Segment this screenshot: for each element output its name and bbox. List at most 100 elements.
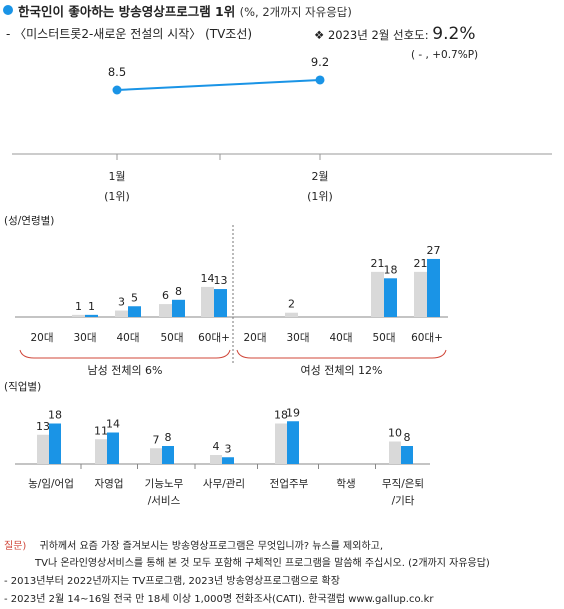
preference-summary: ❖ 2023년 2월 선호도: 9.2% (314, 24, 476, 44)
bar-value-label: 14 (106, 418, 120, 431)
bar-value-label: 21 (371, 257, 385, 270)
bar-blue (287, 421, 299, 464)
age-gender-section-label: (성/연령별) (4, 215, 55, 227)
bar-value-label: 1 (75, 300, 82, 313)
age-tick-label: 20대 (243, 332, 266, 344)
program-subtitle: - 〈미스터트롯2-새로운 전설의 시작〉 (TV조선) (6, 27, 253, 41)
bar-blue (222, 457, 234, 464)
preference-value: 9.2% (432, 24, 476, 44)
bar-gray (389, 441, 401, 464)
bar-blue (162, 446, 174, 464)
bar-value-label: 18 (274, 409, 288, 422)
trend-x-sublabel: (1위) (104, 190, 130, 203)
age-tick-label: 30대 (286, 332, 309, 344)
footnote-1: - 2013년부터 2022년까지는 TV프로그램, 2023년 방송영상프로그… (4, 576, 340, 587)
bar-value-label: 1 (88, 300, 95, 313)
question-line-1: 귀하께서 요즘 가장 즐겨보시는 방송영상프로그램은 무엇입니까? 뉴스를 제외… (39, 541, 384, 552)
question-block: 질문) 귀하께서 요즘 가장 즐겨보시는 방송영상프로그램은 무엇입니까? 뉴스… (4, 537, 383, 552)
trend-value-label: 8.5 (108, 65, 126, 79)
bar-value-label: 10 (388, 427, 402, 440)
bar-value-label: 2 (288, 298, 295, 311)
bar-blue (214, 289, 227, 317)
chart-title: 한국인이 좋아하는 방송영상프로그램 1위 (%, 2개까지 자유응답) (18, 1, 352, 20)
bar-value-label: 18 (384, 263, 398, 276)
trend-point (315, 75, 325, 85)
bar-blue (128, 306, 141, 317)
bar-value-label: 13 (36, 420, 50, 433)
age-tick-label: 40대 (329, 332, 352, 344)
bar-value-label: 3 (225, 442, 232, 455)
question-label: 질문) (4, 541, 27, 552)
bar-blue (85, 314, 98, 317)
occupation-tick-label: 학생 (336, 478, 355, 490)
bar-value-label: 4 (213, 440, 220, 453)
bar-gray (115, 310, 128, 317)
bar-blue (427, 258, 440, 317)
bar-blue (49, 423, 61, 464)
bar-value-label: 8 (165, 431, 172, 444)
bar-gray (72, 314, 85, 317)
title-bullet-icon (3, 5, 13, 15)
bar-gray (150, 448, 162, 464)
bar-blue (384, 278, 397, 317)
age-tick-label: 40대 (116, 332, 139, 344)
bar-value-label: 7 (153, 433, 160, 446)
title-main: 한국인이 좋아하는 방송영상프로그램 1위 (18, 4, 236, 19)
preference-label: ❖ 2023년 2월 선호도: (314, 28, 429, 42)
bar-value-label: 27 (427, 244, 441, 257)
bar-blue (401, 446, 413, 464)
bar-value-label: 13 (214, 274, 228, 287)
bar-value-label: 18 (48, 409, 62, 422)
bar-value-label: 8 (404, 431, 411, 444)
occupation-tick-label: 사무/관리 (203, 478, 245, 490)
age-tick-label: 60대+ (198, 332, 230, 344)
bar-gray (285, 312, 298, 317)
bar-gray (95, 439, 107, 464)
trend-x-label: 2월 (311, 170, 328, 183)
question-line-2: TV나 온라인영상서비스를 통해 본 것 모두 포함해 구체적인 프로그램을 말… (35, 558, 490, 569)
occupation-tick-label: 무직/은퇴 (382, 478, 424, 490)
bar-value-label: 14 (201, 272, 215, 285)
bar-gray (159, 304, 172, 317)
bar-gray (371, 271, 384, 317)
group-total-label: 남성 전체의 6% (87, 364, 162, 377)
age-tick-label: 20대 (30, 332, 53, 344)
occupation-tick-label: 기능노무 (145, 478, 184, 490)
bar-value-label: 19 (286, 406, 300, 419)
age-tick-label: 60대+ (411, 332, 443, 344)
title-note: (%, 2개까지 자유응답) (239, 5, 352, 19)
bar-blue (107, 432, 119, 464)
bar-value-label: 6 (162, 289, 169, 302)
footnote-2: - 2023년 2월 14~16일 전국 만 18세 이상 1,000명 전화조… (4, 594, 434, 605)
age-tick-label: 30대 (73, 332, 96, 344)
group-brace (19, 349, 231, 359)
trend-value-label: 9.2 (311, 55, 329, 69)
bar-gray (414, 271, 427, 317)
trend-x-sublabel: (1위) (307, 190, 333, 203)
group-total-label: 여성 전체의 12% (300, 364, 382, 377)
trend-line (116, 78, 321, 91)
bar-gray (37, 434, 49, 464)
preference-change: ( - , +0.7%P) (411, 49, 479, 61)
bar-blue (172, 299, 185, 317)
trend-point (112, 85, 122, 95)
bar-value-label: 21 (414, 257, 428, 270)
bar-gray (210, 455, 222, 464)
bar-value-label: 5 (131, 291, 138, 304)
occupation-tick-label: 농/임/어업 (28, 477, 74, 490)
trend-x-label: 1월 (108, 170, 125, 183)
age-tick-label: 50대 (372, 332, 395, 344)
bar-value-label: 8 (175, 285, 182, 298)
age-tick-label: 50대 (160, 332, 183, 344)
bar-value-label: 11 (94, 424, 108, 437)
bar-value-label: 3 (118, 296, 125, 309)
occupation-section-label: (직업별) (4, 381, 42, 393)
bar-gray (275, 423, 287, 464)
occupation-tick-label: 자영업 (95, 477, 124, 490)
bar-gray (201, 286, 214, 317)
group-brace (236, 349, 447, 359)
occupation-tick-label: /서비스 (148, 495, 181, 507)
occupation-tick-label: /기타 (392, 495, 415, 507)
occupation-tick-label: 전업주부 (270, 477, 309, 490)
